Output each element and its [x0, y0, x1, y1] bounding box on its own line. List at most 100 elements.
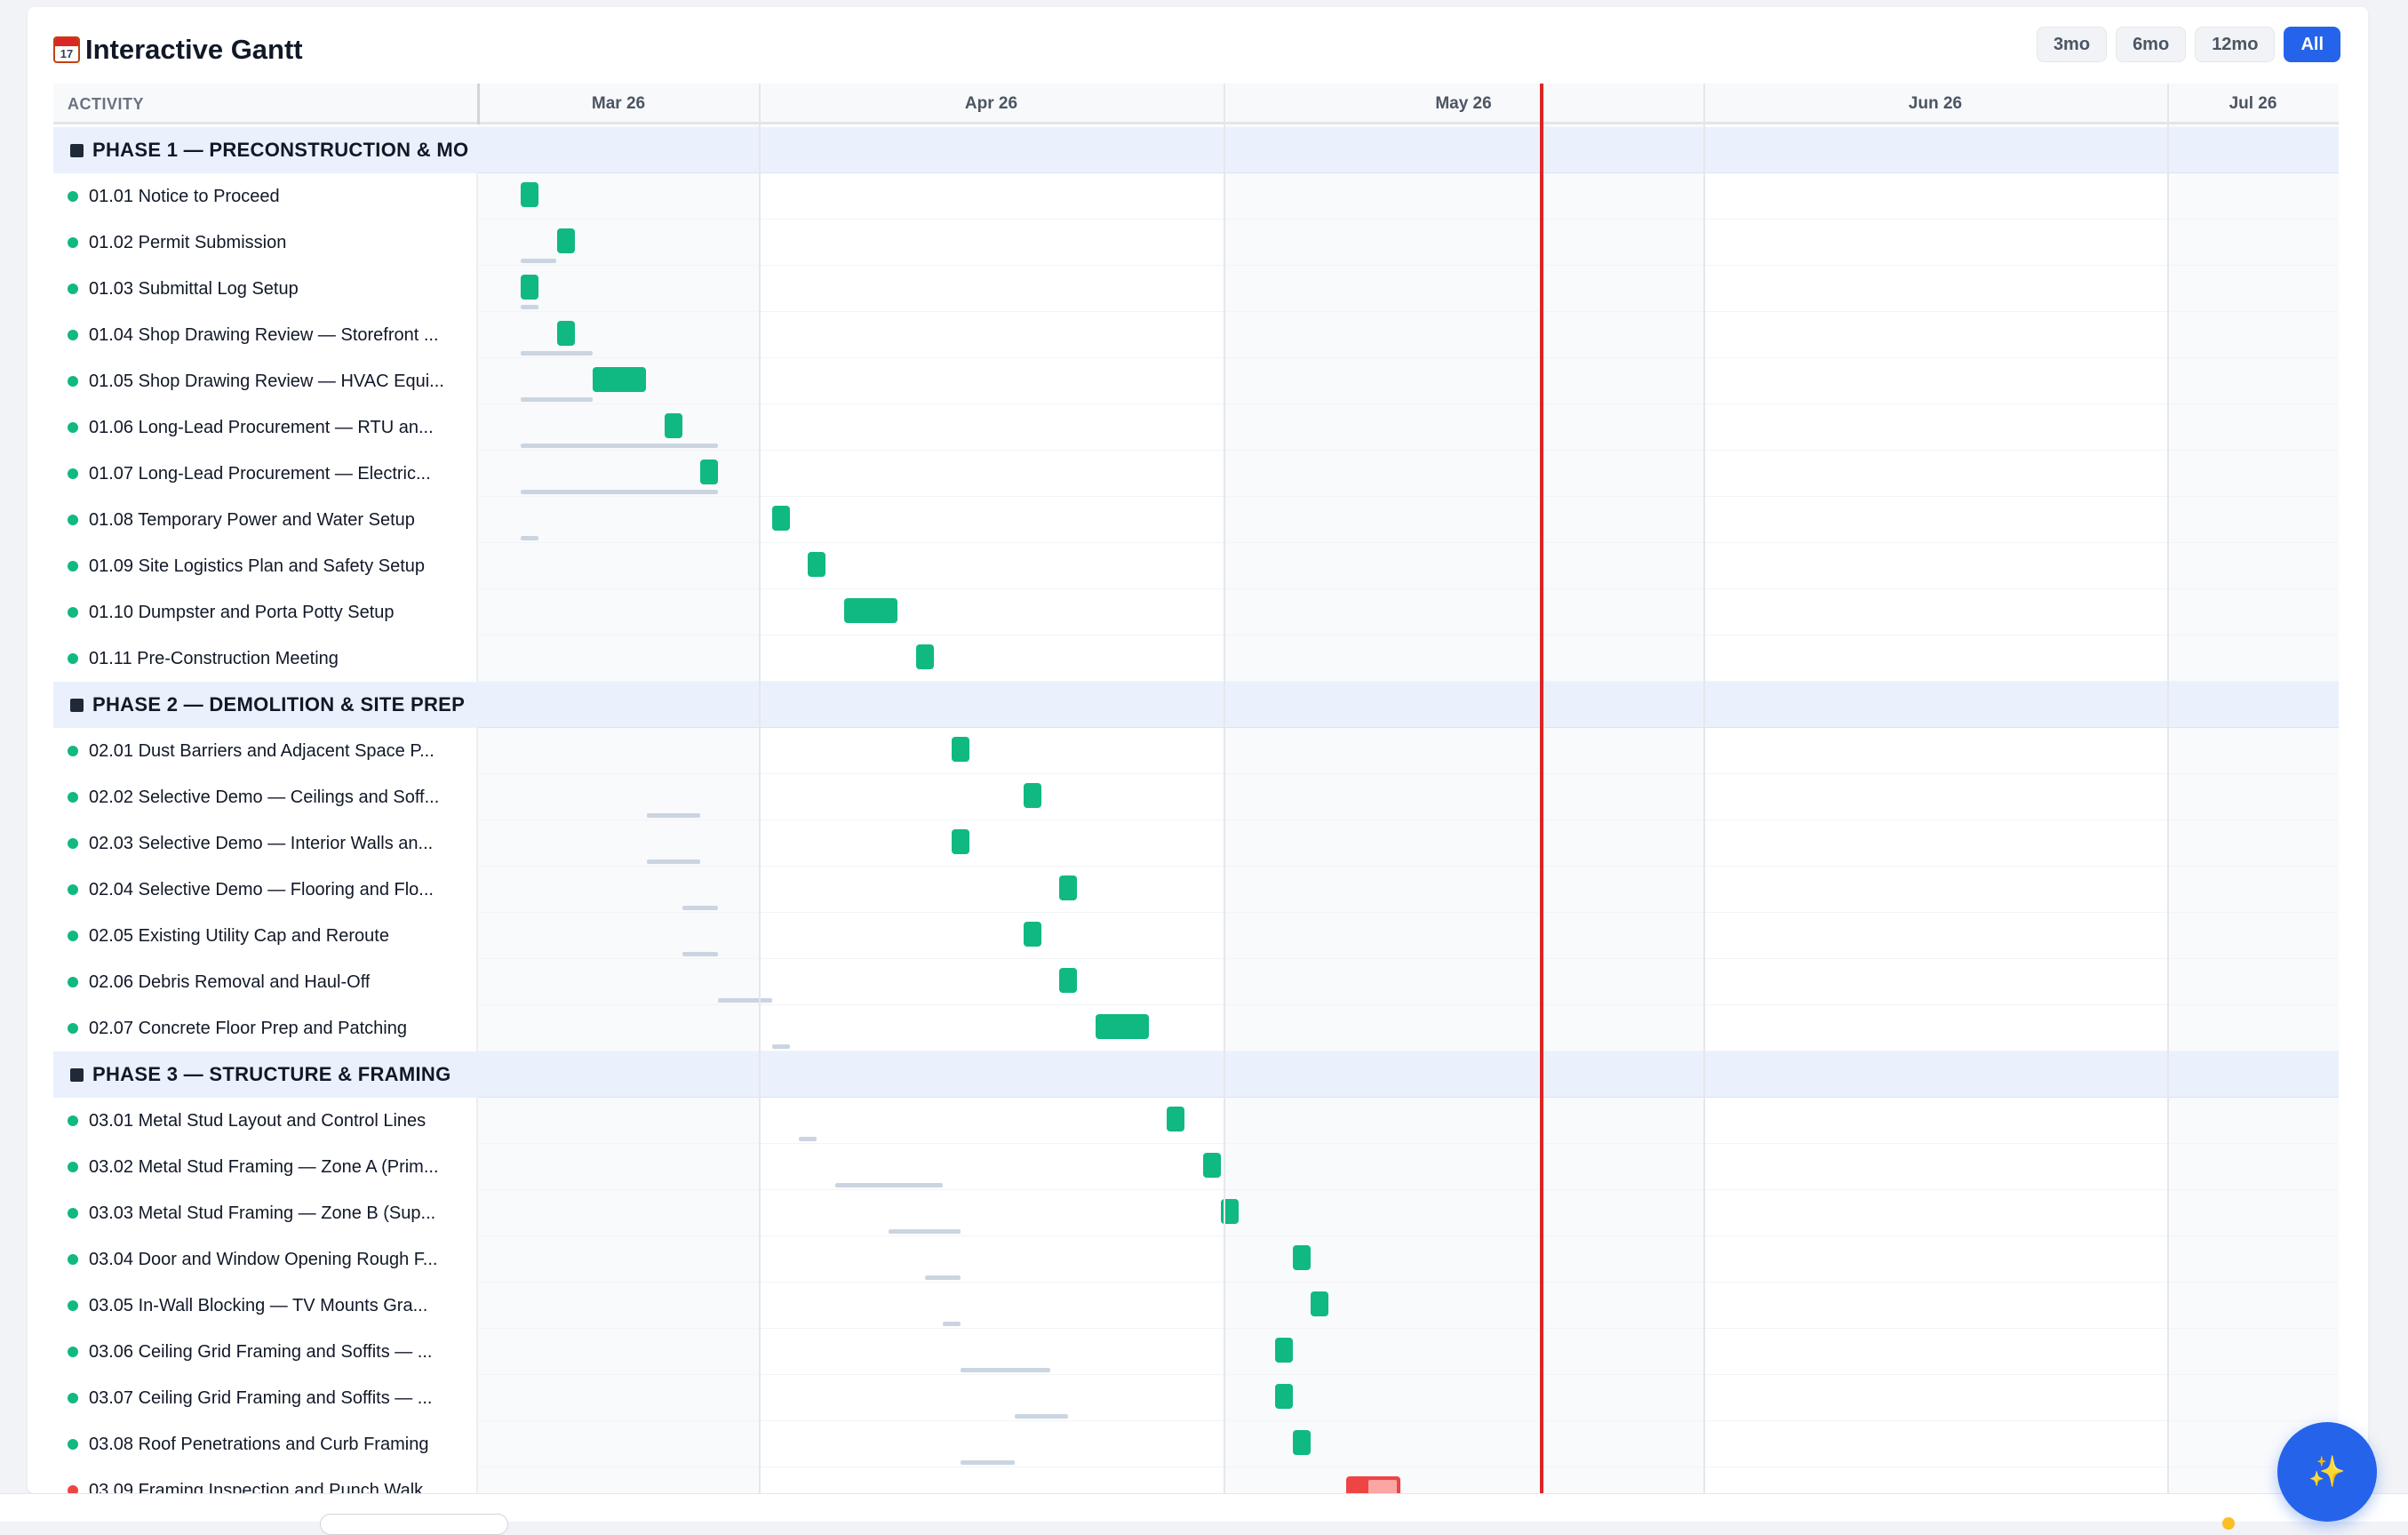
task-bar[interactable] — [1059, 875, 1078, 900]
task-bar[interactable] — [1202, 1153, 1221, 1178]
task-name: 02.05 Existing Utility Cap and Reroute — [89, 925, 389, 946]
task-bar[interactable] — [951, 829, 970, 854]
task-bar[interactable] — [1023, 783, 1041, 808]
task-label-cell: 02.04 Selective Demo — Flooring and Flo.… — [53, 867, 478, 913]
task-label-cell: 03.03 Metal Stud Framing — Zone B (Sup..… — [53, 1190, 478, 1236]
phase-row[interactable]: PHASE 1 — PRECONSTRUCTION & MO — [53, 127, 2339, 173]
task-bar[interactable] — [556, 321, 575, 346]
task-bar[interactable] — [915, 644, 934, 669]
task-bar[interactable] — [1059, 968, 1078, 993]
task-row[interactable]: 03.03 Metal Stud Framing — Zone B (Sup..… — [53, 1190, 2339, 1236]
task-row[interactable]: 01.05 Shop Drawing Review — HVAC Equi... — [53, 358, 2339, 404]
range-selector: 3mo 6mo 12mo All — [2036, 27, 2340, 62]
task-name: 03.08 Roof Penetrations and Curb Framing — [89, 1434, 429, 1454]
task-label-cell: 03.04 Door and Window Opening Rough F... — [53, 1236, 478, 1283]
baseline-bar — [924, 1275, 961, 1280]
task-bar[interactable] — [592, 367, 647, 392]
task-bar[interactable] — [1292, 1430, 1311, 1455]
task-bar[interactable] — [1346, 1476, 1400, 1493]
phase-row[interactable]: PHASE 2 — DEMOLITION & SITE PREP — [53, 682, 2339, 728]
task-bar[interactable] — [951, 737, 970, 762]
range-3mo[interactable]: 3mo — [2036, 27, 2108, 62]
task-bar[interactable] — [843, 598, 898, 623]
task-row[interactable]: 03.06 Ceiling Grid Framing and Soffits —… — [53, 1329, 2339, 1375]
task-bar[interactable] — [1023, 922, 1041, 947]
month-band — [2167, 124, 2339, 1493]
baseline-bar — [682, 906, 719, 910]
task-label-cell: 02.05 Existing Utility Cap and Reroute — [53, 913, 478, 959]
task-row[interactable]: 02.07 Concrete Floor Prep and Patching — [53, 1005, 2339, 1051]
task-bar[interactable] — [771, 506, 791, 531]
status-dot-icon — [68, 191, 78, 202]
phase-row[interactable]: PHASE 3 — STRUCTURE & FRAMING — [53, 1051, 2339, 1098]
task-label-cell: 03.05 In-Wall Blocking — TV Mounts Gra..… — [53, 1283, 478, 1329]
task-bar[interactable] — [1310, 1291, 1329, 1316]
task-row[interactable]: 01.02 Permit Submission — [53, 220, 2339, 266]
task-row[interactable]: 03.08 Roof Penetrations and Curb Framing — [53, 1421, 2339, 1467]
task-row[interactable]: 02.03 Selective Demo — Interior Walls an… — [53, 820, 2339, 867]
status-dot-icon — [68, 1485, 78, 1493]
baseline-bar — [961, 1460, 1015, 1465]
today-line — [1540, 84, 1543, 1493]
task-row[interactable]: 02.01 Dust Barriers and Adjacent Space P… — [53, 728, 2339, 774]
task-label-cell: 01.02 Permit Submission — [53, 220, 478, 266]
task-bar[interactable] — [556, 228, 575, 253]
range-6mo[interactable]: 6mo — [2116, 27, 2187, 62]
column-divider[interactable] — [477, 84, 480, 124]
task-bar[interactable] — [521, 275, 539, 300]
baseline-bar — [521, 536, 539, 540]
task-row[interactable]: 01.07 Long-Lead Procurement — Electric..… — [53, 451, 2339, 497]
task-row[interactable]: 01.01 Notice to Proceed — [53, 173, 2339, 220]
task-bar[interactable] — [521, 182, 539, 207]
task-row[interactable]: 03.07 Ceiling Grid Framing and Soffits —… — [53, 1375, 2339, 1421]
task-row[interactable]: 01.04 Shop Drawing Review — Storefront .… — [53, 312, 2339, 358]
ai-assistant-button[interactable]: ✨ — [2277, 1422, 2377, 1522]
task-name: 02.01 Dust Barriers and Adjacent Space P… — [89, 740, 435, 761]
task-row[interactable]: 03.01 Metal Stud Layout and Control Line… — [53, 1098, 2339, 1144]
task-row[interactable]: 01.10 Dumpster and Porta Potty Setup — [53, 589, 2339, 636]
task-bar[interactable] — [664, 413, 682, 438]
baseline-bar — [521, 259, 557, 263]
task-name: 01.11 Pre-Construction Meeting — [89, 648, 339, 668]
task-row[interactable]: 01.09 Site Logistics Plan and Safety Set… — [53, 543, 2339, 589]
status-dot-icon — [68, 792, 78, 803]
task-bar[interactable] — [1167, 1107, 1185, 1131]
task-row[interactable]: 02.04 Selective Demo — Flooring and Flo.… — [53, 867, 2339, 913]
baseline-bar — [771, 1044, 791, 1049]
task-bar[interactable] — [1274, 1384, 1293, 1409]
task-name: 02.07 Concrete Floor Prep and Patching — [89, 1018, 407, 1038]
baseline-bar — [521, 490, 719, 494]
task-bar[interactable] — [1095, 1014, 1150, 1039]
baseline-bar — [942, 1322, 961, 1326]
task-row[interactable]: 02.05 Existing Utility Cap and Reroute — [53, 913, 2339, 959]
task-bar[interactable] — [700, 460, 719, 484]
status-dot-icon — [68, 977, 78, 987]
baseline-bar — [521, 444, 719, 448]
status-dot-icon — [68, 1208, 78, 1219]
task-row[interactable]: 01.06 Long-Lead Procurement — RTU an... — [53, 404, 2339, 451]
footer-pill[interactable] — [320, 1514, 508, 1535]
task-name: 03.06 Ceiling Grid Framing and Soffits —… — [89, 1341, 433, 1362]
baseline-bar — [718, 998, 772, 1003]
task-row[interactable]: 03.05 In-Wall Blocking — TV Mounts Gra..… — [53, 1283, 2339, 1329]
task-bar[interactable] — [1292, 1245, 1311, 1270]
task-bar[interactable] — [1274, 1338, 1293, 1363]
phase-label-cell: PHASE 1 — PRECONSTRUCTION & MO — [53, 127, 478, 173]
task-row[interactable]: 01.03 Submittal Log Setup — [53, 266, 2339, 312]
task-row[interactable]: 03.04 Door and Window Opening Rough F... — [53, 1236, 2339, 1283]
task-row[interactable]: 03.02 Metal Stud Framing — Zone A (Prim.… — [53, 1144, 2339, 1190]
task-row[interactable]: 01.08 Temporary Power and Water Setup — [53, 497, 2339, 543]
task-label-cell: 02.01 Dust Barriers and Adjacent Space P… — [53, 728, 478, 774]
task-row[interactable]: 01.11 Pre-Construction Meeting — [53, 636, 2339, 682]
month-gridline — [759, 84, 761, 1493]
phase-square-icon — [70, 1067, 84, 1082]
task-name: 01.04 Shop Drawing Review — Storefront .… — [89, 324, 439, 345]
baseline-bar — [799, 1137, 817, 1141]
task-label-cell: 01.08 Temporary Power and Water Setup — [53, 497, 478, 543]
task-bar[interactable] — [808, 552, 826, 577]
range-12mo[interactable]: 12mo — [2195, 27, 2276, 62]
task-row[interactable]: 02.06 Debris Removal and Haul-Off — [53, 959, 2339, 1005]
task-row[interactable]: 02.02 Selective Demo — Ceilings and Soff… — [53, 774, 2339, 820]
range-all[interactable]: All — [2284, 27, 2340, 62]
task-row[interactable]: 03.09 Framing Inspection and Punch Walk — [53, 1467, 2339, 1493]
